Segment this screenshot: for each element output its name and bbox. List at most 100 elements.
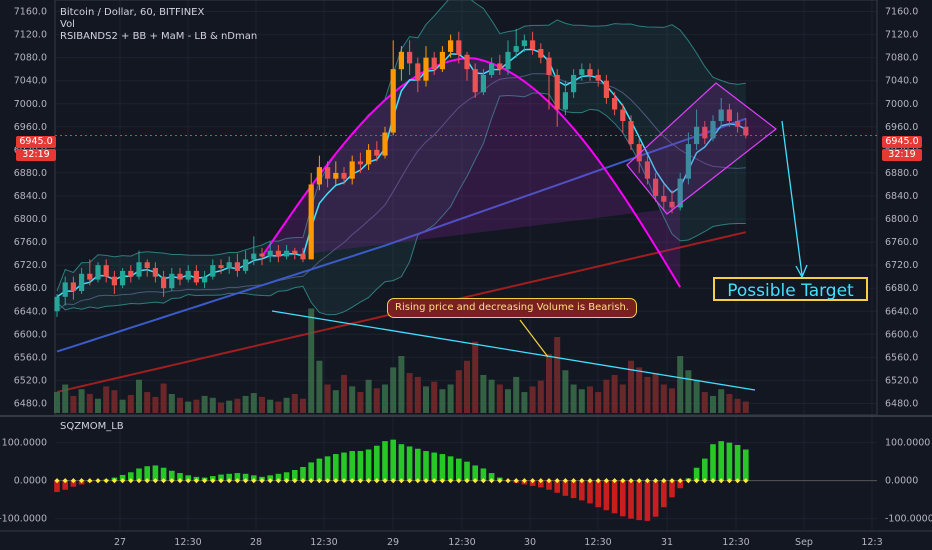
candle-body xyxy=(628,121,634,145)
price-tick-left: 7160.0 xyxy=(14,7,47,18)
volume-bar xyxy=(95,398,101,413)
callout-pointer xyxy=(519,319,549,358)
momentum-bar xyxy=(398,444,405,481)
candle-body xyxy=(456,40,462,55)
volume-bar xyxy=(127,394,134,413)
momentum-bar xyxy=(324,456,331,481)
squeeze-dot xyxy=(284,478,290,484)
volume-bar xyxy=(308,308,315,413)
volume-bar xyxy=(185,401,192,413)
candle-body xyxy=(710,121,716,139)
volume-bar xyxy=(242,395,249,413)
candle-body xyxy=(300,253,306,260)
candle-body xyxy=(128,270,134,277)
candle-body xyxy=(226,262,232,269)
volume-bar xyxy=(291,394,298,413)
volume-bar xyxy=(332,390,339,413)
squeeze-dot xyxy=(234,478,240,484)
osc-tick-left: 0.0000 xyxy=(14,476,47,487)
squeeze-dot xyxy=(366,478,372,484)
candle-body xyxy=(472,69,478,93)
volume-bar xyxy=(480,375,487,413)
time-axis: 27 12:30 28 12:30 29 12:30 30 12:30 31 12:30 Sep 12… xyxy=(0,530,932,548)
candle-body xyxy=(595,74,601,81)
candle-body xyxy=(308,184,314,260)
momentum-bar xyxy=(119,474,126,481)
squeeze-dot xyxy=(685,478,691,484)
momentum-bar xyxy=(62,480,68,490)
price-tick-right: 6600.0 xyxy=(885,329,918,340)
squeeze-dot xyxy=(382,478,388,484)
momentum-bar xyxy=(349,451,355,481)
momentum-bar xyxy=(251,475,257,481)
volume-bar xyxy=(447,384,454,413)
price-tick-right: 6960.0 xyxy=(885,122,918,133)
volume-bar xyxy=(423,386,429,413)
volume-bar xyxy=(382,384,388,413)
rising-channel xyxy=(626,82,777,215)
volume-bar xyxy=(505,389,511,413)
price-tick-right: 6880.0 xyxy=(885,168,918,179)
price-tick-right: 7080.0 xyxy=(885,53,918,64)
squeeze-dot xyxy=(390,478,396,484)
candle-body xyxy=(366,149,372,165)
volume-bar xyxy=(628,360,634,413)
squeeze-dot xyxy=(210,478,216,484)
volume-bar xyxy=(669,388,675,413)
channel-drawing xyxy=(626,82,777,215)
candle-body xyxy=(505,51,511,70)
volume-bar xyxy=(619,384,626,413)
candle-body xyxy=(357,161,363,165)
time-tick: 12:30 xyxy=(448,537,475,548)
osc-tick-left: 100.0000 xyxy=(2,438,47,449)
osc-tick-right: 0.0000 xyxy=(885,476,918,487)
candle-body xyxy=(54,296,60,312)
time-tick: 27 xyxy=(114,537,126,548)
candlesticks xyxy=(54,28,749,318)
price-tick-right: 7160.0 xyxy=(885,7,918,18)
volume-bar xyxy=(521,392,528,413)
momentum-bar xyxy=(480,468,487,481)
osc-tick-right: 100.0000 xyxy=(885,438,930,449)
volume-bar xyxy=(693,379,700,413)
squeeze-dot xyxy=(169,478,175,484)
volume-bar xyxy=(86,394,93,413)
volume-bar xyxy=(431,381,438,413)
momentum-bar xyxy=(267,475,273,481)
volume-bar xyxy=(537,380,544,413)
squeeze-dot xyxy=(439,478,445,484)
candle-body xyxy=(546,57,552,75)
candle-body xyxy=(407,51,413,64)
momentum-bar xyxy=(669,480,675,498)
momentum-bar xyxy=(382,441,388,481)
volume-bar xyxy=(513,376,520,413)
squeeze-dot xyxy=(218,478,224,484)
volume-bar xyxy=(160,383,167,413)
momentum-bar xyxy=(292,470,298,481)
squeeze-dot xyxy=(128,478,134,484)
candle-body xyxy=(95,265,101,280)
candle-body xyxy=(333,172,339,179)
volume-bar xyxy=(341,375,347,413)
momentum-bar xyxy=(365,449,372,481)
momentum-bar xyxy=(693,467,700,481)
price-tick-left: 6600.0 xyxy=(14,329,47,340)
chart-title: Bitcoin / Dollar, 60, BITFINEX xyxy=(60,7,205,18)
momentum-bar xyxy=(283,472,290,481)
candle-body xyxy=(620,109,626,122)
candle-body xyxy=(284,250,290,257)
squeeze-dot xyxy=(308,478,314,484)
candle-body xyxy=(103,265,109,277)
squeeze-dot xyxy=(103,478,109,484)
candle-body xyxy=(530,40,536,49)
candle-body xyxy=(325,167,331,179)
volume-bar xyxy=(660,384,667,413)
candle-body xyxy=(120,270,126,286)
squeeze-dot xyxy=(505,478,511,484)
momentum-bar xyxy=(734,444,741,481)
momentum-bar xyxy=(341,452,347,481)
squeeze-dot xyxy=(54,478,60,484)
candle-body xyxy=(603,80,609,98)
volume-bar xyxy=(300,398,306,413)
oscillator-axis: 100.0000 100.0000 0.0000 0.0000 -100.0000 -10… xyxy=(0,438,932,525)
